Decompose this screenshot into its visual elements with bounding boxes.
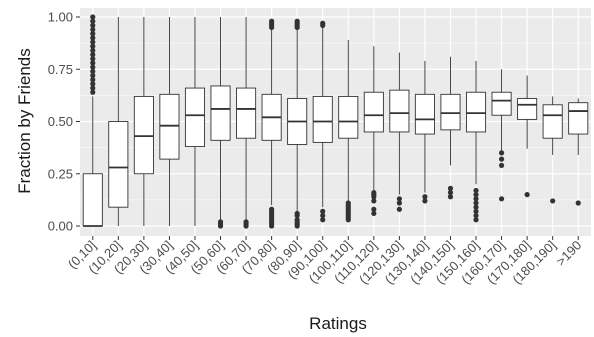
outlier-point <box>473 217 479 223</box>
box <box>184 87 206 148</box>
y-tick-label: 0.75 <box>48 62 73 77</box>
outlier-point <box>294 18 300 24</box>
y-tick-label: 1.00 <box>48 10 73 25</box>
outlier-point <box>422 194 428 200</box>
box <box>389 89 410 133</box>
box <box>491 91 512 116</box>
outlier-point <box>320 208 326 214</box>
outlier-point <box>498 150 505 156</box>
box <box>363 91 384 133</box>
outlier-point <box>90 89 96 95</box>
outlier-point <box>90 26 96 33</box>
outlier-point <box>473 196 479 202</box>
box <box>414 93 435 135</box>
outlier-point <box>320 217 326 223</box>
outlier-point <box>575 200 581 206</box>
outlier-point <box>90 56 96 62</box>
outlier-point <box>90 72 96 79</box>
outlier-point <box>90 81 96 87</box>
outlier-point <box>90 68 96 74</box>
x-axis-title: Ratings <box>309 314 367 333</box>
outlier-point <box>447 189 454 196</box>
outlier-point <box>524 192 530 198</box>
outlier-point <box>90 47 96 54</box>
outlier-point <box>320 20 326 26</box>
outlier-point <box>473 212 479 219</box>
outlier-point <box>473 208 479 214</box>
x-tick-label: >190 <box>553 238 584 269</box>
box <box>517 98 538 120</box>
outlier-point <box>269 18 275 24</box>
outlier-point <box>90 77 96 83</box>
outlier-point <box>498 156 505 162</box>
outlier-point <box>90 22 96 28</box>
y-tick-label: 0.00 <box>48 219 73 234</box>
outlier-point <box>371 198 377 204</box>
outlier-point <box>371 189 377 196</box>
outlier-point <box>473 204 479 210</box>
outlier-point <box>90 64 96 70</box>
box <box>236 87 257 139</box>
outlier-point <box>473 200 479 206</box>
box <box>82 173 103 227</box>
outlier-point <box>90 18 96 24</box>
y-axis-title: Fraction by Friends <box>15 48 34 194</box>
outlier-point <box>498 162 505 168</box>
outlier-point <box>90 14 96 20</box>
outlier-point <box>422 198 428 204</box>
outlier-point <box>550 198 556 204</box>
outlier-point <box>396 206 402 212</box>
outlier-point <box>243 219 249 225</box>
outlier-point <box>371 206 377 212</box>
y-tick-label: 0.50 <box>48 114 73 129</box>
outlier-point <box>90 85 96 91</box>
box <box>108 121 129 208</box>
box <box>133 95 154 175</box>
outlier-point <box>396 196 402 202</box>
outlier-point <box>371 210 377 217</box>
outlier-point <box>447 185 454 191</box>
outlier-point <box>90 43 96 49</box>
box <box>338 95 359 139</box>
y-tick-label: 0.25 <box>48 166 73 181</box>
box <box>159 93 180 160</box>
outlier-point <box>498 196 505 202</box>
outlier-point <box>217 219 224 225</box>
outlier-point <box>294 217 300 223</box>
outlier-point <box>320 212 326 219</box>
outlier-point <box>90 39 96 45</box>
outlier-point <box>294 210 300 217</box>
box <box>210 85 231 141</box>
outlier-point <box>90 35 96 41</box>
outlier-point <box>473 192 479 198</box>
box <box>542 104 563 139</box>
box <box>440 93 461 131</box>
outlier-point <box>447 194 454 200</box>
box <box>312 95 333 143</box>
outlier-point <box>90 52 96 58</box>
box <box>568 102 589 135</box>
outlier-point <box>396 200 402 206</box>
outlier-point <box>90 31 96 37</box>
outlier-point <box>90 60 96 66</box>
box <box>465 91 487 133</box>
outlier-point <box>473 187 479 194</box>
outlier-point <box>269 206 275 212</box>
outlier-point <box>345 200 351 206</box>
